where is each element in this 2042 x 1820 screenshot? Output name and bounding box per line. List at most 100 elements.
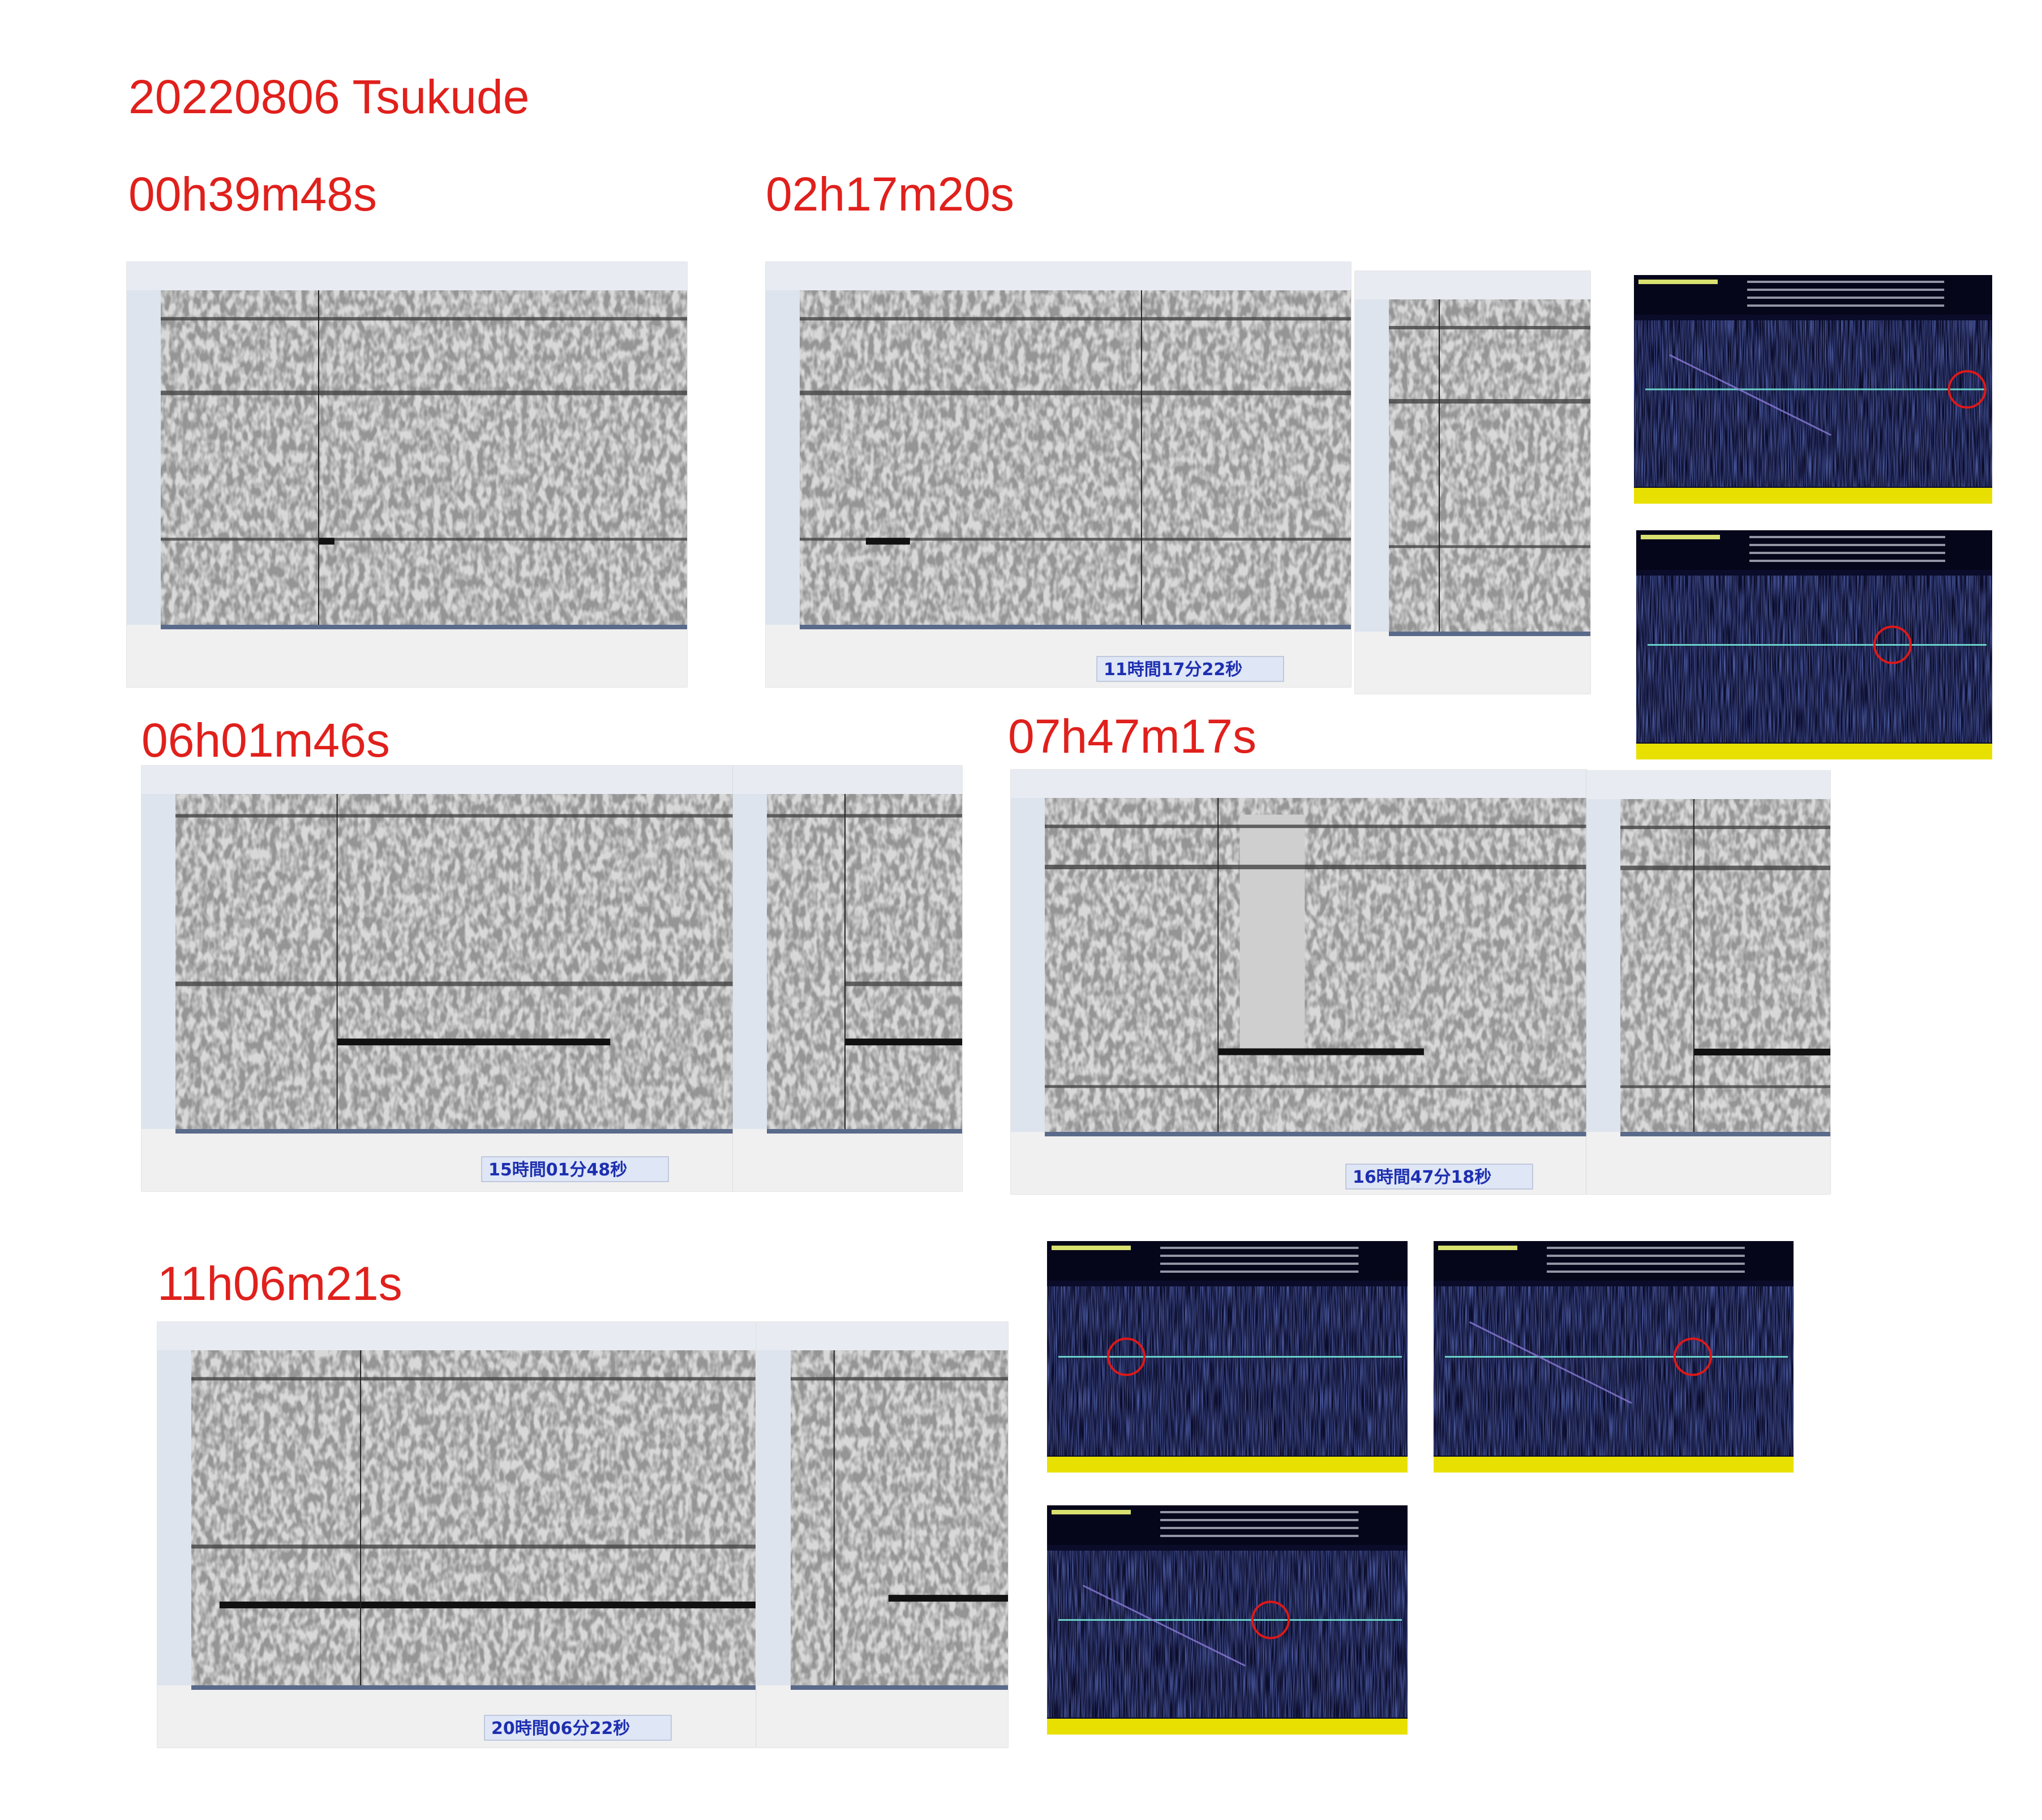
spectrogram-noise	[1620, 799, 1830, 1132]
carrier-band	[175, 981, 733, 986]
marker-circle	[1107, 1337, 1146, 1376]
hrofft-noise	[1636, 576, 1992, 742]
carrier-band	[175, 814, 733, 818]
toolbar	[157, 1322, 756, 1350]
hrofft-noise	[1434, 1286, 1794, 1456]
freq-axis	[1355, 299, 1389, 632]
section-heading: 02h17m20s	[766, 168, 1014, 221]
status-bar	[757, 1685, 1008, 1748]
spectrogram-noise	[800, 290, 1351, 625]
toolbar	[1355, 271, 1590, 299]
status-bar	[1586, 1132, 1830, 1194]
scroll-bar	[767, 1129, 962, 1134]
meteor-echo	[1218, 1048, 1424, 1055]
header-line	[1749, 560, 1945, 562]
carrier-band	[800, 538, 1351, 541]
freq-axis	[733, 794, 767, 1129]
header-line	[1160, 1247, 1359, 1249]
meteor-echo	[219, 1602, 756, 1608]
spectrogram-noise	[791, 1350, 1008, 1685]
meteor-echo	[845, 1038, 962, 1046]
meteor-echo	[319, 538, 334, 545]
freq-axis	[141, 794, 175, 1129]
signal-floor	[1434, 1457, 1794, 1473]
spectrogram-noise	[1389, 299, 1590, 632]
section-heading: 11h06m21s	[157, 1257, 402, 1310]
carrier-band	[1620, 1085, 1830, 1088]
scroll-bar	[175, 1129, 733, 1134]
time-display: 20時間06分22秒	[491, 1719, 630, 1739]
header-line	[1160, 1263, 1359, 1265]
meteor-echo	[888, 1595, 1008, 1602]
marker-circle	[1251, 1600, 1290, 1639]
panels: 11時間17分22秒 15時間01分48秒 16時間47分18秒 20時間06分22秒	[126, 261, 1992, 1748]
spectrogram-noise	[161, 290, 687, 625]
freq-axis	[1586, 799, 1620, 1132]
toolbar	[127, 262, 687, 290]
scroll-bar	[1620, 1132, 1830, 1136]
scroll-bar	[800, 625, 1351, 629]
carrier-band	[161, 538, 687, 541]
header-line	[1160, 1255, 1359, 1257]
carrier-band	[1620, 826, 1830, 830]
header-line	[1160, 1519, 1359, 1521]
section-heading: 06h01m46s	[141, 714, 390, 767]
status-bar	[127, 625, 687, 687]
spectrogram-noise	[191, 1350, 756, 1685]
carrier-band	[191, 1377, 756, 1381]
freq-axis	[766, 290, 800, 625]
signal-floor	[1047, 1457, 1408, 1473]
carrier-band	[845, 981, 962, 986]
meteor-echo	[1693, 1049, 1830, 1055]
toolbar	[757, 1322, 1008, 1350]
header-line	[1747, 289, 1945, 291]
quiet-region	[1239, 814, 1305, 1049]
status-bar	[733, 1129, 962, 1191]
time-display-box	[1345, 1164, 1533, 1190]
carrier-band	[191, 1544, 756, 1549]
meteor-echo	[865, 538, 910, 545]
spectrogram-noise	[1045, 798, 1586, 1132]
signal-floor	[1634, 488, 1992, 504]
hrofft-title	[1638, 280, 1718, 284]
header-line	[1749, 552, 1945, 554]
toolbar	[1586, 771, 1830, 799]
header-line	[1747, 304, 1945, 307]
carrier-band	[1045, 865, 1586, 869]
carrier-band	[1389, 545, 1590, 548]
hrofft-noise	[1634, 320, 1992, 487]
plane-echo	[1469, 1321, 1632, 1404]
carrier-band	[1620, 865, 1830, 870]
header-line	[1547, 1247, 1745, 1249]
header-line	[1547, 1270, 1745, 1273]
time-display-box	[1096, 656, 1284, 682]
header-line	[1160, 1535, 1359, 1537]
toolbar	[1011, 770, 1586, 798]
header-line	[1749, 536, 1945, 538]
toolbar	[766, 262, 1351, 290]
hrofft-title	[1052, 1246, 1131, 1250]
header-line	[1160, 1270, 1359, 1273]
header-line	[1747, 297, 1945, 299]
scroll-bar	[191, 1685, 756, 1690]
time-display: 11時間17分22秒	[1104, 660, 1242, 680]
hrofft-title	[1641, 535, 1720, 539]
signal-floor	[1636, 744, 1992, 759]
freq-axis	[127, 290, 161, 625]
scroll-bar	[161, 625, 687, 629]
scroll-bar	[1045, 1132, 1586, 1136]
carrier-band	[767, 814, 962, 818]
time-display-box	[481, 1156, 669, 1182]
header-line	[1547, 1263, 1745, 1265]
header-line	[1547, 1255, 1745, 1257]
carrier-band	[161, 390, 687, 396]
carrier-band	[800, 317, 1351, 321]
plane-echo	[1083, 1585, 1246, 1667]
scroll-bar	[1389, 632, 1590, 636]
section-heading: 00h39m48s	[128, 168, 377, 221]
hrofft-title	[1438, 1246, 1517, 1250]
page-title: 20220806 Tsukude	[128, 70, 529, 123]
freq-axis	[1011, 798, 1045, 1132]
